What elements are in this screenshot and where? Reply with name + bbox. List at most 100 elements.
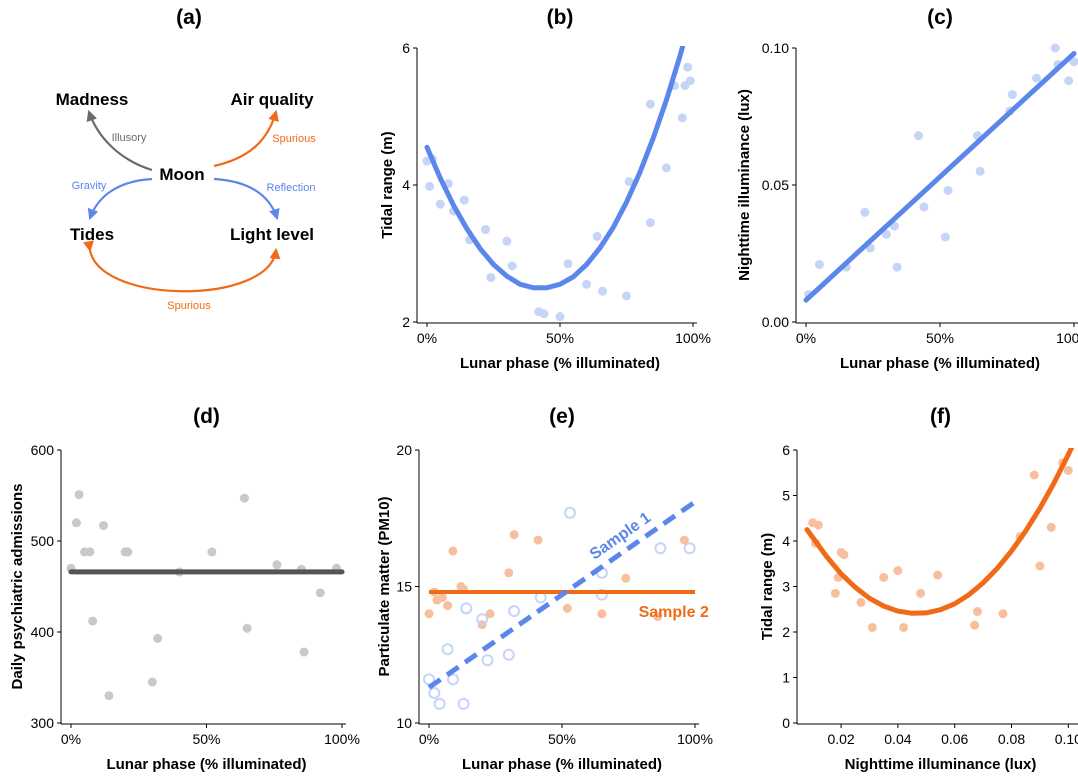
chart-c-point (1064, 76, 1074, 86)
chart-b-point (624, 177, 634, 187)
chart-d-point (74, 490, 84, 500)
chart-c-ytick-label: 0.10 (762, 40, 789, 56)
chart-e-xtick-label: 0% (419, 731, 439, 747)
chart-b-point (539, 309, 549, 319)
chart-d-xtick-label: 0% (61, 731, 81, 747)
chart-d-point (299, 647, 309, 657)
chart-e-point-sample-1 (563, 506, 576, 519)
chart-f-ytick-label: 5 (782, 488, 790, 504)
chart-c-xtick-label: 50% (926, 330, 954, 346)
chart-f-xlabel: Nighttime illuminance (lux) (845, 756, 1037, 773)
chart-f-point (1029, 470, 1039, 480)
chart-e-point-sample-1 (446, 673, 459, 686)
chart-e-ytick-label: 20 (396, 442, 412, 458)
chart-f-point (972, 607, 982, 617)
chart-c-point (1007, 90, 1017, 100)
chart-b: (b) 2 4 6 0% 50% 100% Lunar phase (% illuminate… (379, 6, 711, 372)
edge-label-reflection: Reflection (267, 182, 316, 194)
chart-c-point (814, 259, 824, 269)
chart-e-point-sample-1 (428, 686, 441, 699)
chart-c-ytick-label: 0.05 (762, 177, 789, 193)
chart-b-point (486, 272, 496, 282)
chart-d-xtick-label: 50% (192, 731, 220, 747)
chart-e-point-sample-1 (508, 605, 521, 618)
chart-f-point (813, 520, 823, 530)
chart-d-point (104, 691, 114, 701)
chart-d-point (71, 518, 81, 528)
chart-f-point (933, 570, 943, 580)
chart-b-point (502, 236, 512, 246)
chart-b-point (685, 76, 695, 86)
chart-f-point (916, 588, 926, 598)
chart-d-ytick-label: 400 (31, 624, 55, 640)
chart-d-ytick-label: 600 (31, 442, 55, 458)
node-tides: Tides (70, 225, 114, 244)
chart-e-point-sample-2 (437, 592, 447, 602)
chart-f-point (856, 597, 866, 607)
chart-b-xtick-label: 0% (417, 330, 437, 346)
chart-b-point (598, 286, 608, 296)
chart-c-point (892, 262, 902, 272)
chart-d-ytick-label: 500 (31, 533, 55, 549)
chart-c-point (943, 185, 953, 195)
chart-f-point (998, 609, 1008, 619)
chart-f-ytick-label: 0 (782, 715, 790, 731)
chart-b-xlabel: Lunar phase (% illuminated) (460, 355, 660, 372)
chart-e-point-sample-1 (654, 542, 667, 555)
chart-b-point (507, 261, 517, 271)
chart-e-point-sample-2 (443, 601, 453, 611)
chart-f-point (830, 588, 840, 598)
edge-spurious-bottom-arrow (82, 240, 281, 293)
edge-reflection-arrow (213, 177, 280, 221)
chart-f-ytick-label: 4 (782, 533, 790, 549)
chart-b-point (677, 113, 687, 123)
chart-d-xlabel: Lunar phase (% illuminated) (106, 756, 306, 773)
chart-c-xtick-label: 0% (796, 330, 816, 346)
chart-e-point-sample-1 (441, 643, 454, 656)
chart-e-ytick-label: 10 (396, 715, 412, 731)
node-moon: Moon (159, 165, 204, 184)
chart-b-fit-line (424, 46, 686, 291)
edge-label-spurious-air: Spurious (272, 133, 316, 145)
edge-gravity-arrow (87, 177, 153, 221)
chart-e-ylabel: Particulate matter (PM10) (376, 496, 393, 676)
chart-f-xtick-label: 0.10 (1055, 731, 1078, 747)
chart-b-title: (b) (547, 6, 574, 29)
chart-b-ylabel: Tidal range (m) (379, 131, 396, 238)
chart-c-fit-line (803, 51, 1077, 303)
chart-c-xlabel: Lunar phase (% illuminated) (840, 355, 1040, 372)
chart-b-point (555, 312, 565, 322)
chart-c-point (914, 131, 924, 141)
chart-b-point (582, 279, 592, 289)
edge-spurious-air-arrow (213, 109, 279, 168)
node-madness: Madness (56, 90, 129, 109)
chart-e-xtick-label: 50% (548, 731, 576, 747)
chart-f-xtick-label: 0.04 (884, 731, 911, 747)
chart-e-line-sample-1 (427, 499, 697, 690)
chart-b-point (645, 99, 655, 109)
chart-e-point-sample-2 (533, 535, 543, 545)
chart-e-point-sample-2 (653, 612, 663, 622)
chart-b-point (683, 62, 693, 72)
chart-e-point-sample-2 (504, 568, 514, 578)
chart-e-point-sample-2 (597, 609, 607, 619)
chart-d-point (242, 623, 252, 633)
chart-f-point (867, 622, 877, 632)
chart-b-point (425, 181, 435, 191)
edge-label-illusory: Illusory (112, 132, 147, 144)
chart-b-point (645, 218, 655, 228)
chart-f-point (879, 572, 889, 582)
chart-b-point (481, 225, 491, 235)
chart-d-ytick-label: 300 (31, 715, 55, 731)
edge-illusory-arrow (86, 109, 153, 172)
chart-d-ylabel: Daily psychiatric admissions (9, 484, 26, 690)
chart-e-xtick-label: 100% (677, 731, 713, 747)
chart-f-ytick-label: 2 (782, 624, 790, 640)
chart-d-point (153, 633, 163, 643)
chart-d-point (272, 560, 282, 570)
chart-d-point (315, 588, 325, 598)
chart-c-point (940, 232, 950, 242)
chart-b-point (622, 291, 631, 301)
chart-f-point (899, 622, 909, 632)
